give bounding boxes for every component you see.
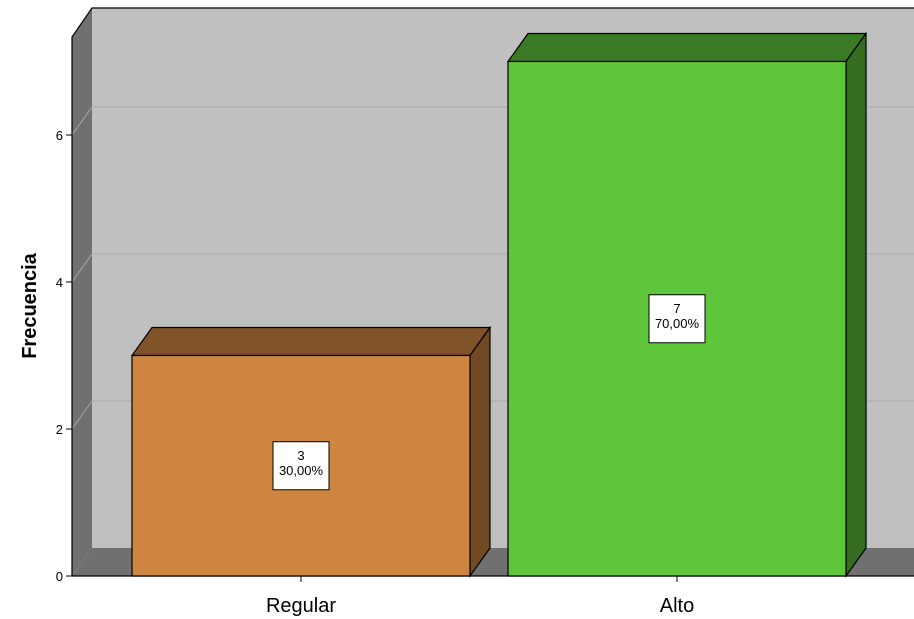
x-tick-label: Alto: [660, 595, 694, 617]
y-tick-label: 0: [56, 569, 63, 584]
bar-regular: 330,00%: [130, 325, 492, 578]
data-label-box: [272, 441, 330, 491]
data-label-percent: 70,00%: [655, 316, 700, 331]
chart-wall-outline: [71, 7, 914, 576]
bar-top-face: [130, 326, 492, 357]
bar-side-face: [845, 31, 867, 578]
data-label-box: [648, 294, 706, 344]
chart-side-wall: [72, 8, 92, 576]
gridline-side: [71, 253, 93, 283]
data-label-count: 7: [673, 301, 680, 316]
x-axis-tick-labels: Regular Alto: [266, 576, 694, 617]
y-axis-ticks: 0 2 4 6: [56, 128, 72, 584]
gridline-side: [71, 106, 93, 136]
bar-front-face: [131, 354, 471, 577]
y-tick-label: 2: [56, 422, 63, 437]
bar-top-face: [506, 32, 868, 63]
data-label-count: 3: [297, 448, 304, 463]
bars: 330,00%770,00%: [130, 31, 868, 578]
gridline-side: [71, 400, 93, 430]
y-axis-label: Frecuencia: [19, 252, 41, 358]
bar-alto: 770,00%: [506, 31, 868, 578]
bar-side-face: [469, 325, 491, 578]
y-tick-label: 4: [56, 275, 63, 290]
y-tick-label: 6: [56, 128, 63, 143]
x-tick-label: Regular: [266, 595, 336, 617]
data-label-percent: 30,00%: [279, 463, 324, 478]
